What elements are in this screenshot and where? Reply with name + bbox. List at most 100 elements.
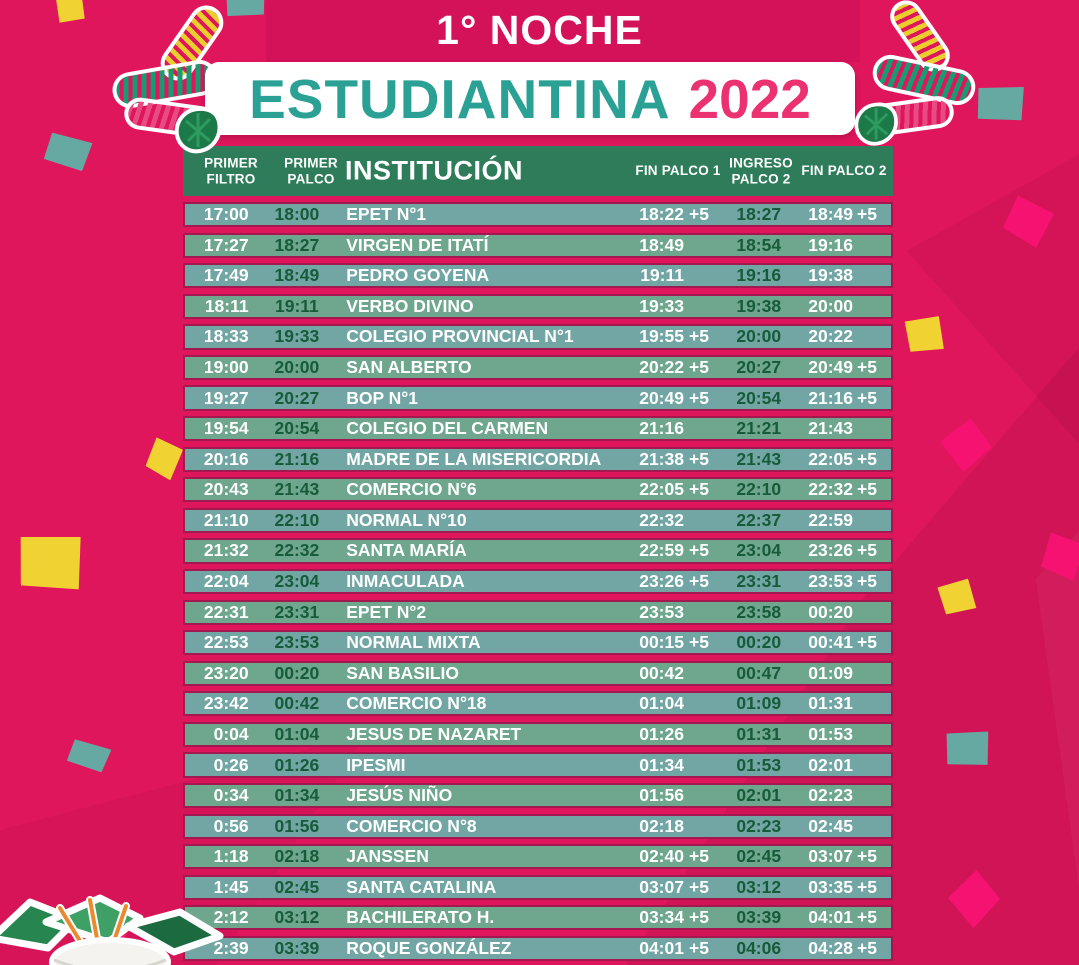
table-row: 2:12 03:12 BACHILERATO H. 03:34 +5 03:39 … <box>183 905 893 931</box>
cell-fin-palco1: 04:01 +5 <box>639 937 709 958</box>
cell-ingreso-palco2: 23:04 <box>736 540 782 561</box>
cell-institucion: JESÚS NIÑO <box>346 785 453 806</box>
cell-primer-palco: 19:11 <box>275 295 319 316</box>
cell-ingreso-palco2: 01:09 <box>736 693 782 714</box>
cell-institucion: IPESMI <box>346 754 406 775</box>
cell-primer-palco: 01:26 <box>274 754 320 775</box>
cell-ingreso-palco2: 19:16 <box>736 265 782 286</box>
cell-primer-filtro: 21:10 <box>203 509 249 530</box>
table-row: 23:42 00:42 COMERCIO N°18 01:04 01:09 01… <box>183 691 893 717</box>
table-row: 0:26 01:26 IPESMI 01:34 01:53 02:01 <box>183 752 893 778</box>
cell-fin-palco2: 23:26 +5 <box>808 540 877 561</box>
cell-primer-palco: 19:33 <box>274 326 320 347</box>
cell-ingreso-palco2: 22:10 <box>736 479 782 500</box>
cell-fin-palco1: 18:22 +5 <box>639 204 709 225</box>
cell-fin-palco2: 00:41 +5 <box>808 632 877 653</box>
table-row: 20:43 21:43 COMERCIO N°6 22:05 +5 22:10 2… <box>183 477 893 503</box>
cell-primer-palco: 03:12 <box>274 907 320 928</box>
table-row: 0:56 01:56 COMERCIO N°8 02:18 02:23 02:4… <box>183 813 893 839</box>
cell-primer-palco: 20:00 <box>274 356 320 377</box>
cell-fin-palco1: 21:38 +5 <box>639 448 709 469</box>
cell-ingreso-palco2: 19:38 <box>736 295 782 316</box>
cell-fin-palco2: 22:32 +5 <box>808 479 877 500</box>
night-label: 1° NOCHE <box>436 7 643 53</box>
col-header-primer-filtro: PRIMER FILTRO <box>204 155 258 186</box>
cell-institucion: SAN BASILIO <box>346 662 459 683</box>
cell-fin-palco1: 00:42 <box>639 662 684 683</box>
table-header: PRIMER FILTRO PRIMER PALCO INSTITUCIÓN F… <box>183 146 893 196</box>
cell-ingreso-palco2: 00:47 <box>736 662 782 683</box>
confetti <box>974 82 1029 127</box>
cell-primer-palco: 00:42 <box>274 693 320 714</box>
cell-fin-palco2: 04:28 +5 <box>808 937 877 958</box>
cell-ingreso-palco2: 22:37 <box>736 509 782 530</box>
cell-fin-palco1: 00:15 +5 <box>639 632 709 653</box>
cell-primer-filtro: 20:43 <box>203 479 249 500</box>
cell-ingreso-palco2: 01:31 <box>736 723 782 744</box>
table-row: 22:31 23:31 EPET N°2 23:53 23:58 00:20 <box>183 599 893 625</box>
confetti <box>934 574 981 621</box>
confetti <box>1000 194 1055 249</box>
table-row: 17:27 18:27 VIRGEN DE ITATÍ 18:49 18:54 … <box>183 232 893 258</box>
cell-institucion: COMERCIO N°18 <box>346 693 487 714</box>
cell-fin-palco2: 02:45 <box>808 815 853 836</box>
table-row: 0:04 01:04 JESUS DE NAZARET 01:26 01:31 … <box>183 721 893 748</box>
confetti <box>66 739 112 774</box>
cell-fin-palco2: 22:59 <box>808 509 853 530</box>
cell-primer-filtro: 0:26 <box>213 754 249 775</box>
cell-fin-palco1: 20:49 +5 <box>639 387 709 408</box>
cell-ingreso-palco2: 03:39 <box>736 907 782 928</box>
cell-fin-palco1: 22:59 +5 <box>639 540 709 561</box>
cell-fin-palco2: 03:07 +5 <box>808 846 877 867</box>
cell-institucion: JESUS DE NAZARET <box>346 723 522 744</box>
table-row: 0:34 01:34 JESÚS NIÑO 01:56 02:01 02:23 <box>183 782 893 809</box>
cell-fin-palco2: 02:01 <box>808 754 853 775</box>
cell-institucion: SAN ALBERTO <box>346 356 472 377</box>
cell-primer-palco: 21:16 <box>274 448 320 469</box>
cell-fin-palco2: 23:53 +5 <box>808 571 877 592</box>
cell-primer-filtro: 19:27 <box>203 387 249 408</box>
cell-ingreso-palco2: 00:20 <box>736 632 782 653</box>
cell-ingreso-palco2: 02:01 <box>736 785 782 806</box>
cell-primer-palco: 23:53 <box>274 632 320 653</box>
cell-fin-palco2: 04:01 +5 <box>808 907 877 928</box>
cell-fin-palco1: 22:05 +5 <box>639 479 709 500</box>
cell-ingreso-palco2: 04:06 <box>736 937 782 958</box>
cell-fin-palco1: 01:04 <box>639 693 684 714</box>
cell-ingreso-palco2: 23:31 <box>736 571 782 592</box>
table-row: 19:00 20:00 SAN ALBERTO 20:22 +5 20:27 20… <box>183 354 893 381</box>
confetti <box>936 414 997 476</box>
cell-fin-palco1: 02:40 +5 <box>639 846 709 867</box>
cell-ingreso-palco2: 01:53 <box>736 754 782 775</box>
cell-fin-palco2: 22:05 +5 <box>808 448 877 469</box>
cell-primer-palco: 02:18 <box>274 846 320 867</box>
table-row: 23:20 00:20 SAN BASILIO 00:42 00:47 01:0… <box>183 660 893 686</box>
cell-ingreso-palco2: 23:58 <box>736 601 782 622</box>
cell-fin-palco1: 01:56 <box>639 785 684 806</box>
cell-primer-filtro: 17:49 <box>203 265 249 286</box>
monstera-leaf-icon <box>174 106 222 154</box>
table-row: 21:10 22:10 NORMAL N°10 22:32 22:37 22:5… <box>183 507 893 533</box>
cell-fin-palco2: 19:16 <box>808 234 853 255</box>
cell-fin-palco1: 19:11 <box>640 265 684 286</box>
cell-primer-filtro: 18:11 <box>204 295 249 316</box>
confetti <box>43 132 93 172</box>
table-row: 17:00 18:00 EPET N°1 18:22 +5 18:27 18:49… <box>183 202 893 228</box>
cell-fin-palco2: 01:53 <box>808 723 853 744</box>
cell-primer-filtro: 0:34 <box>213 785 249 806</box>
table-row: 19:27 20:27 BOP N°1 20:49 +5 20:54 21:16 +… <box>183 385 893 411</box>
cell-primer-filtro: 19:00 <box>203 356 249 377</box>
cell-fin-palco1: 01:34 <box>639 754 684 775</box>
cell-institucion: INMACULADA <box>346 571 465 592</box>
cell-primer-filtro: 20:16 <box>203 448 249 469</box>
poster-title: ESTUDIANTINA <box>249 67 671 130</box>
table-row: 22:53 23:53 NORMAL MIXTA 00:15 +5 00:20 0… <box>183 630 893 656</box>
cell-institucion: BACHILERATO H. <box>346 907 495 928</box>
title-banner: ESTUDIANTINA 2022 <box>205 62 855 135</box>
cell-fin-palco1: 01:26 <box>639 723 684 744</box>
col-header-fin-palco2: FIN PALCO 2 <box>801 163 887 179</box>
cell-fin-palco2: 18:49 +5 <box>808 204 877 225</box>
cell-institucion: EPET N°1 <box>346 204 427 225</box>
cell-primer-filtro: 17:00 <box>203 204 249 225</box>
cell-primer-filtro: 19:54 <box>203 418 249 439</box>
